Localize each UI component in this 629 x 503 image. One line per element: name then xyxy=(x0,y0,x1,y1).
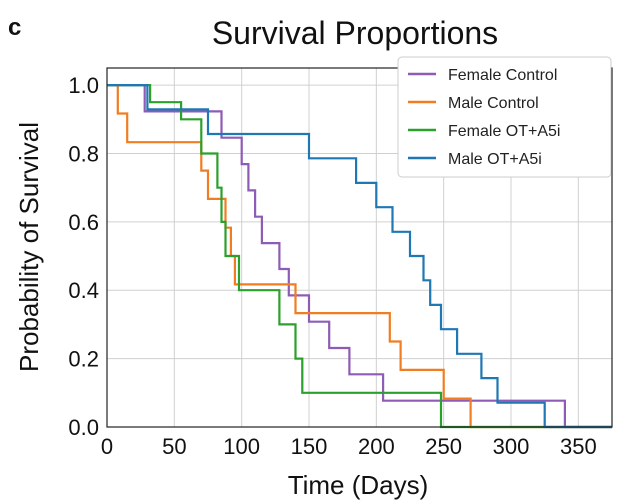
x-axis-label: Time (Days) xyxy=(288,470,429,500)
x-tick-label: 50 xyxy=(162,434,186,459)
series-line-4 xyxy=(107,84,612,429)
y-tick-label: 0.4 xyxy=(68,278,99,303)
legend-label: Male OT+A5i xyxy=(448,151,542,168)
x-tick-label: 300 xyxy=(493,434,530,459)
x-tick-label: 250 xyxy=(425,434,462,459)
series-line-1 xyxy=(107,84,612,429)
y-axis-label: Probability of Survival xyxy=(14,122,44,372)
x-tick-label: 100 xyxy=(223,434,260,459)
legend-box xyxy=(397,56,612,178)
x-tick-label: 150 xyxy=(291,434,328,459)
y-tick-label: 0.0 xyxy=(68,415,99,440)
x-tick-label: 200 xyxy=(358,434,395,459)
x-tick-label: 0 xyxy=(101,434,113,459)
y-tick-label: 0.2 xyxy=(68,347,99,372)
legend-label: Female OT+A5i xyxy=(448,123,560,140)
chart-title: Survival Proportions xyxy=(212,15,498,51)
plot-frame xyxy=(106,67,613,428)
series-line-3 xyxy=(107,84,612,429)
y-tick-label: 0.6 xyxy=(68,210,99,235)
legend-label: Male Control xyxy=(448,95,539,112)
x-tick-label: 350 xyxy=(560,434,597,459)
legend-label: Female Control xyxy=(448,67,557,84)
y-tick-label: 1.0 xyxy=(68,73,99,98)
y-tick-label: 0.8 xyxy=(68,141,99,166)
legend: Female Control Male Control Female OT+A5i M… xyxy=(397,56,612,178)
panel-letter: c xyxy=(8,14,22,41)
